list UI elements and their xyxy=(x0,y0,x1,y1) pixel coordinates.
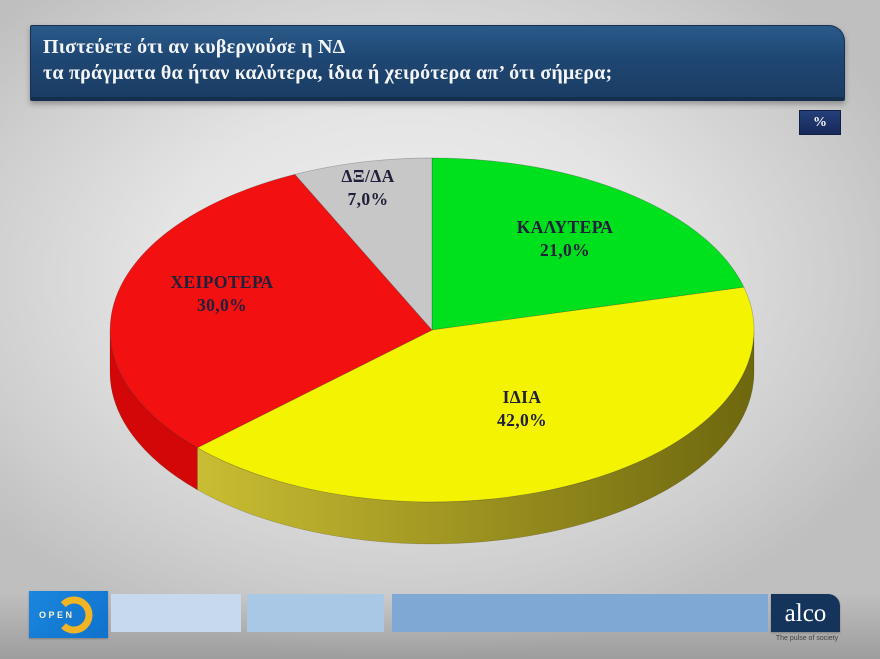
alco-logo: alco xyxy=(771,594,840,632)
slice-name: ΧΕΙΡΟΤΕΡΑ xyxy=(170,272,274,292)
pie-slice-xeirotera xyxy=(109,174,433,449)
slice-value: 7,0% xyxy=(347,189,389,209)
slice-value: 42,0% xyxy=(496,410,548,430)
slice-label-xeirotera: ΧΕΙΡΟΤΕΡΑ 30,0% xyxy=(170,271,273,317)
question-banner: Πιστεύετε ότι αν κυβερνούσε η ΝΔ τα πράγ… xyxy=(30,25,845,101)
slice-value: 30,0% xyxy=(196,295,248,315)
percent-unit-badge: % xyxy=(799,110,841,135)
footer-bar-1 xyxy=(111,594,241,632)
alco-logo-text: alco xyxy=(784,599,827,627)
slice-name: ΚΑΛΥΤΕΡΑ xyxy=(516,217,614,237)
open-logo-arc-icon xyxy=(55,596,93,634)
alco-tagline: The pulse of society xyxy=(775,635,839,642)
pie-slice-idia xyxy=(196,286,755,503)
footer-bar-3 xyxy=(392,594,768,632)
slice-label-kalytera: ΚΑΛΥΤΕΡΑ 21,0% xyxy=(517,216,614,262)
slice-name: ΙΔΙΑ xyxy=(502,387,542,407)
question-line-2: τα πράγματα θα ήταν καλύτερα, ίδια ή χει… xyxy=(43,62,613,84)
question-line-1: Πιστεύετε ότι αν κυβερνούσε η ΝΔ xyxy=(43,36,346,58)
slice-label-idia: ΙΔΙΑ 42,0% xyxy=(497,386,547,432)
open-logo-text: OPEN xyxy=(39,610,75,620)
open-channel-logo: OPEN xyxy=(29,591,108,638)
footer-bar-2 xyxy=(247,594,384,632)
pie-slice-kalytera xyxy=(431,157,745,331)
slice-value: 21,0% xyxy=(539,240,591,260)
slice-name: ΔΞ/ΔΑ xyxy=(341,166,395,186)
slice-label-dx-da: ΔΞ/ΔΑ 7,0% xyxy=(341,165,394,211)
pie-slice-dx-da xyxy=(294,157,433,331)
